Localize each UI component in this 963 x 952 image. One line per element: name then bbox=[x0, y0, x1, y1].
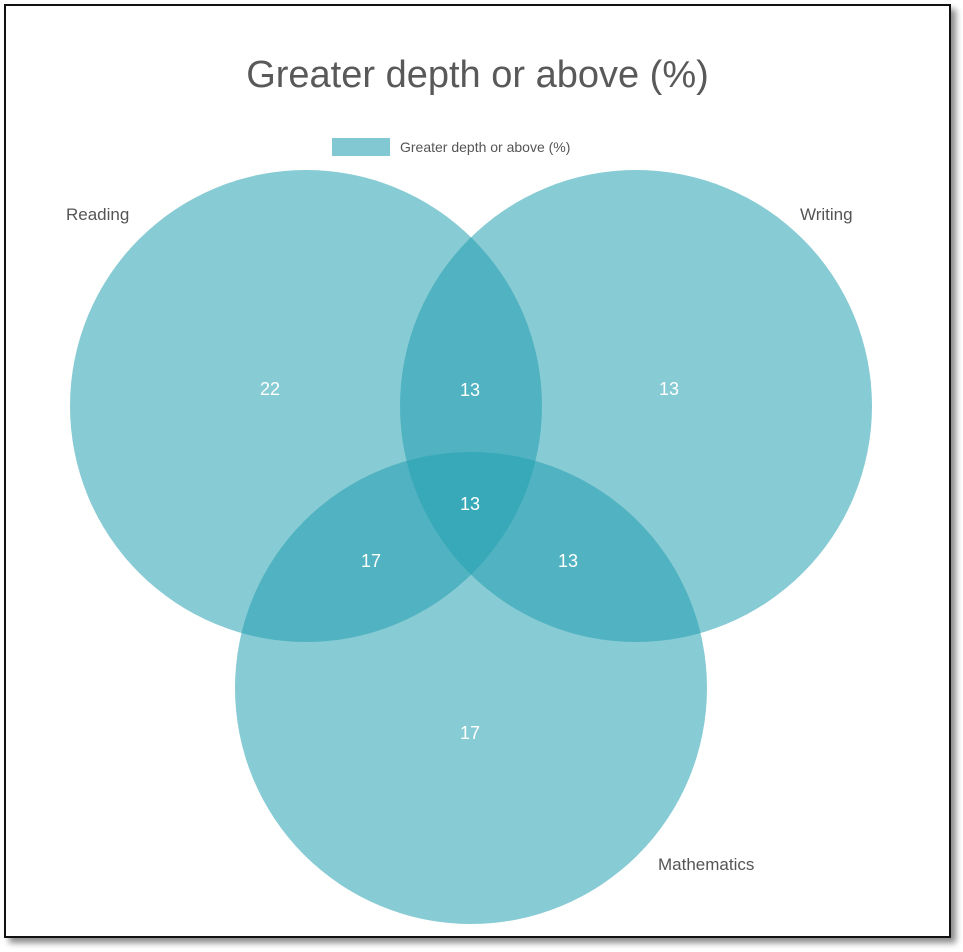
region-value-writing-mathematics: 13 bbox=[558, 551, 578, 571]
region-value-all-three: 13 bbox=[460, 494, 480, 514]
region-value-writing-only: 13 bbox=[659, 379, 679, 399]
set-label-reading: Reading bbox=[66, 205, 129, 224]
diagram-frame: Greater depth or above (%) Greater depth… bbox=[4, 4, 951, 938]
venn-diagram: Reading Writing Mathematics 22 13 13 13 … bbox=[66, 170, 872, 924]
region-value-mathematics-only: 17 bbox=[460, 723, 480, 743]
legend-label: Greater depth or above (%) bbox=[400, 139, 571, 155]
set-label-writing: Writing bbox=[800, 205, 853, 224]
region-value-reading-mathematics: 17 bbox=[361, 551, 381, 571]
region-value-reading-writing: 13 bbox=[460, 380, 480, 400]
legend[interactable]: Greater depth or above (%) bbox=[332, 136, 570, 158]
legend-swatch bbox=[332, 138, 390, 156]
circle-mathematics[interactable] bbox=[235, 452, 707, 924]
set-label-mathematics: Mathematics bbox=[658, 855, 754, 874]
region-value-reading-only: 22 bbox=[260, 379, 280, 399]
diagram-title: Greater depth or above (%) bbox=[246, 54, 709, 96]
